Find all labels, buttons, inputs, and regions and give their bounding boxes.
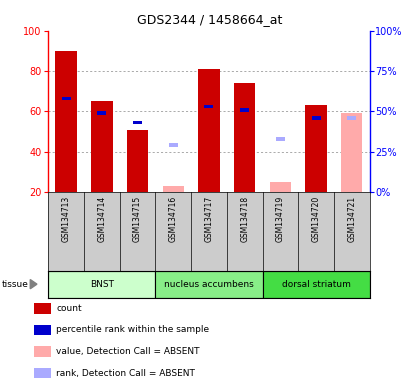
Text: GSM134718: GSM134718 — [240, 196, 249, 242]
Text: GSM134721: GSM134721 — [347, 196, 356, 242]
Bar — [305, 105, 327, 192]
Text: dorsal striatum: dorsal striatum — [282, 280, 350, 289]
Bar — [62, 97, 71, 100]
Text: value, Detection Call = ABSENT: value, Detection Call = ABSENT — [56, 347, 200, 356]
Bar — [234, 83, 255, 192]
Bar — [240, 108, 249, 112]
Bar — [198, 69, 220, 192]
Text: count: count — [56, 304, 82, 313]
Text: tissue: tissue — [2, 280, 29, 289]
Text: GSM134719: GSM134719 — [276, 196, 285, 242]
Text: GSM134713: GSM134713 — [62, 196, 71, 242]
Bar — [34, 325, 51, 335]
Bar — [341, 113, 362, 192]
Bar — [97, 111, 106, 115]
Bar — [169, 143, 178, 147]
Text: GDS2344 / 1458664_at: GDS2344 / 1458664_at — [137, 13, 283, 26]
Text: GSM134715: GSM134715 — [133, 196, 142, 242]
Text: BNST: BNST — [90, 280, 114, 289]
Bar — [48, 271, 155, 298]
Bar — [34, 303, 51, 314]
Text: GSM134717: GSM134717 — [205, 196, 213, 242]
Bar — [55, 51, 77, 192]
Polygon shape — [30, 280, 37, 289]
Text: GSM134714: GSM134714 — [97, 196, 106, 242]
Bar — [127, 129, 148, 192]
Text: percentile rank within the sample: percentile rank within the sample — [56, 326, 210, 334]
Text: GSM134716: GSM134716 — [169, 196, 178, 242]
Bar — [155, 271, 262, 298]
Bar — [262, 271, 370, 298]
Bar — [276, 137, 285, 141]
Bar — [34, 368, 51, 378]
Bar — [270, 182, 291, 192]
Text: GSM134720: GSM134720 — [312, 196, 320, 242]
Bar — [312, 116, 320, 120]
Bar — [91, 101, 113, 192]
Bar — [347, 116, 356, 120]
Bar — [163, 186, 184, 192]
Text: rank, Detection Call = ABSENT: rank, Detection Call = ABSENT — [56, 369, 195, 378]
Bar — [133, 121, 142, 124]
Text: nucleus accumbens: nucleus accumbens — [164, 280, 254, 289]
Bar — [205, 105, 213, 108]
Bar — [34, 346, 51, 357]
